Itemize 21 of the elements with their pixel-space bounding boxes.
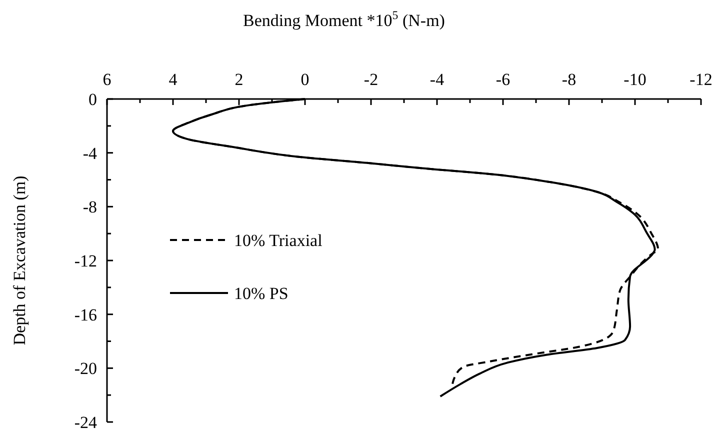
y-tick-label: -4 — [82, 144, 98, 163]
x-tick-label: -6 — [496, 70, 510, 89]
x-tick-label: -8 — [562, 70, 576, 89]
legend-label: 10% PS — [234, 284, 288, 303]
x-tick-label: -2 — [364, 70, 378, 89]
legend-label: 10% Triaxial — [234, 231, 323, 250]
x-tick-label: 2 — [234, 70, 244, 89]
y-tick-label: -24 — [74, 413, 98, 432]
x-tick-label: -4 — [430, 70, 445, 89]
y-tick-label: -16 — [74, 305, 97, 324]
x-tick-label: 0 — [300, 70, 310, 89]
y-tick-label: -20 — [74, 359, 97, 378]
y-axis-title: Depth of Excavation (m) — [10, 176, 29, 346]
y-tick-label: -12 — [74, 252, 97, 270]
y-tick-label: -8 — [82, 198, 97, 217]
x-tick-label: -10 — [624, 70, 646, 89]
x-axis-title: Bending Moment *10$^{5}$ (N-m) — [243, 8, 445, 30]
y-tick-label: 0 — [88, 90, 97, 109]
x-tick-label: 4 — [168, 70, 178, 89]
x-tick-label: 6 — [102, 70, 112, 89]
x-tick-label: -12 — [690, 70, 712, 89]
